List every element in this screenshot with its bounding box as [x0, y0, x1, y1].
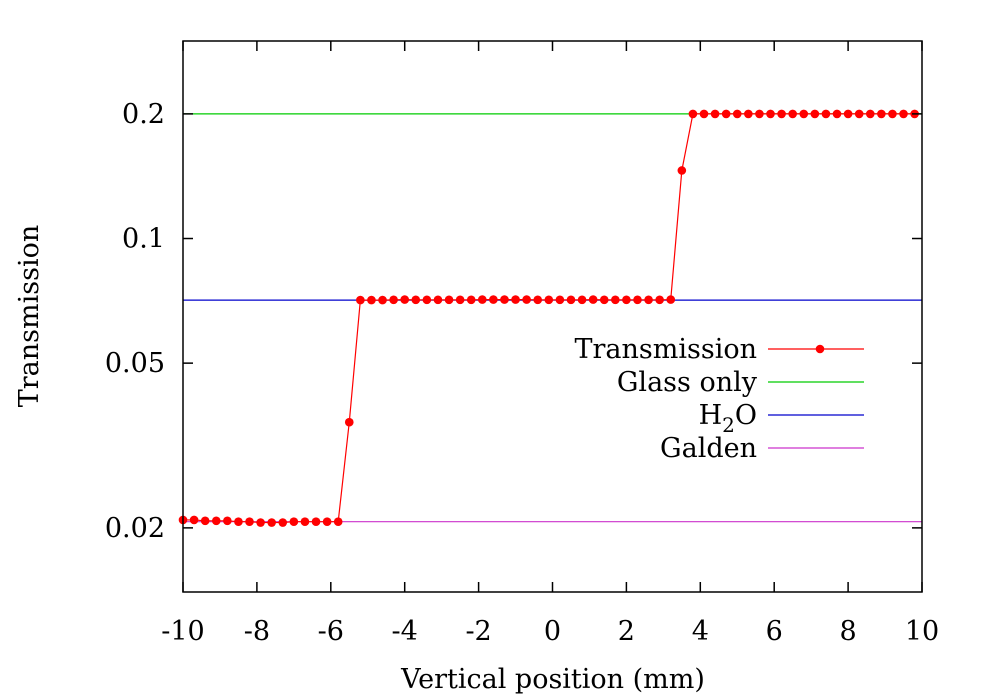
data-point — [489, 295, 498, 304]
y-axis-title: Transmission — [14, 225, 45, 408]
data-point — [311, 517, 321, 526]
data-point — [544, 295, 554, 305]
legend-label: Galden — [660, 433, 757, 464]
ticks-layer: -10 -8 -6 -4 -2 0 2 4 6 8 10 0.02 0.05 0.1 0.2 — [105, 41, 939, 647]
data-point — [223, 516, 232, 526]
data-point — [367, 295, 376, 305]
data-point — [832, 109, 842, 119]
x-tick-label: 10 — [905, 616, 939, 647]
data-point — [788, 109, 797, 119]
data-point — [256, 518, 265, 527]
series-line-0 — [183, 113, 915, 524]
y-tick-label: 0.05 — [105, 348, 165, 379]
data-point — [289, 517, 299, 526]
x-tick-label: -2 — [465, 616, 491, 647]
x-tick-label: -10 — [161, 616, 204, 647]
data-point — [843, 109, 853, 119]
data-point — [588, 295, 598, 304]
data-point — [477, 295, 487, 304]
data-point — [245, 517, 254, 526]
data-point — [777, 109, 786, 119]
data-point — [389, 295, 398, 305]
x-tick-label: 6 — [766, 616, 783, 647]
data-point — [666, 295, 676, 304]
data-point — [888, 109, 897, 119]
data-point — [677, 166, 687, 175]
y-tick-label: 0.2 — [122, 99, 165, 130]
data-point — [267, 518, 276, 527]
data-point — [533, 295, 543, 305]
data-point — [644, 295, 653, 305]
data-point — [710, 109, 720, 119]
data-point — [622, 295, 631, 305]
data-point — [522, 295, 531, 304]
data-point — [899, 109, 908, 119]
data-point — [433, 295, 443, 305]
data-point — [599, 295, 609, 305]
data-point — [655, 295, 664, 305]
data-point — [821, 109, 831, 119]
data-point — [810, 109, 820, 119]
data-point — [189, 515, 199, 525]
plot-frame — [182, 40, 923, 593]
data-point — [234, 517, 243, 526]
data-point — [466, 295, 476, 305]
data-point — [344, 417, 354, 427]
x-tick-label: -8 — [244, 616, 270, 647]
data-point — [865, 109, 875, 119]
data-point — [200, 516, 210, 526]
data-point — [555, 295, 565, 305]
data-point — [400, 295, 410, 304]
legend-marker — [815, 344, 825, 354]
data-point — [744, 109, 753, 119]
data-point — [688, 109, 698, 119]
data-point — [755, 109, 764, 119]
data-point — [455, 295, 465, 305]
data-point — [566, 295, 576, 305]
legend-label: Transmission — [575, 334, 758, 365]
x-tick-label: 8 — [840, 616, 857, 647]
data-point — [877, 109, 886, 119]
data-point — [732, 109, 742, 119]
x-axis-title: Vertical position (mm) — [400, 664, 705, 695]
data-point — [422, 295, 432, 305]
data-point — [699, 109, 709, 119]
x-tick-label: -4 — [392, 616, 418, 647]
legend-label: Glass only — [617, 367, 758, 398]
data-point — [211, 516, 221, 526]
data-point — [378, 295, 387, 305]
data-point — [444, 295, 454, 305]
data-point — [766, 109, 775, 119]
data-point — [333, 517, 343, 526]
x-tick-label: -6 — [318, 616, 344, 647]
data-point — [322, 517, 332, 526]
data-point — [799, 109, 809, 119]
data-point — [356, 295, 365, 305]
data-point — [411, 295, 421, 305]
x-tick-label: 4 — [692, 616, 709, 647]
data-point — [854, 109, 864, 119]
data-point — [300, 517, 310, 526]
data-point — [511, 295, 520, 304]
data-point — [500, 295, 509, 304]
series-layer — [178, 109, 922, 527]
x-tick-label: 0 — [544, 616, 561, 647]
x-tick-label: 2 — [618, 616, 635, 647]
data-point — [721, 109, 731, 119]
y-tick-label: 0.1 — [122, 224, 165, 255]
data-point — [577, 295, 587, 305]
data-point — [611, 295, 620, 305]
data-point — [633, 295, 642, 305]
y-tick-label: 0.02 — [105, 513, 165, 544]
legend-label: H2O — [699, 400, 757, 437]
data-point — [278, 518, 288, 527]
